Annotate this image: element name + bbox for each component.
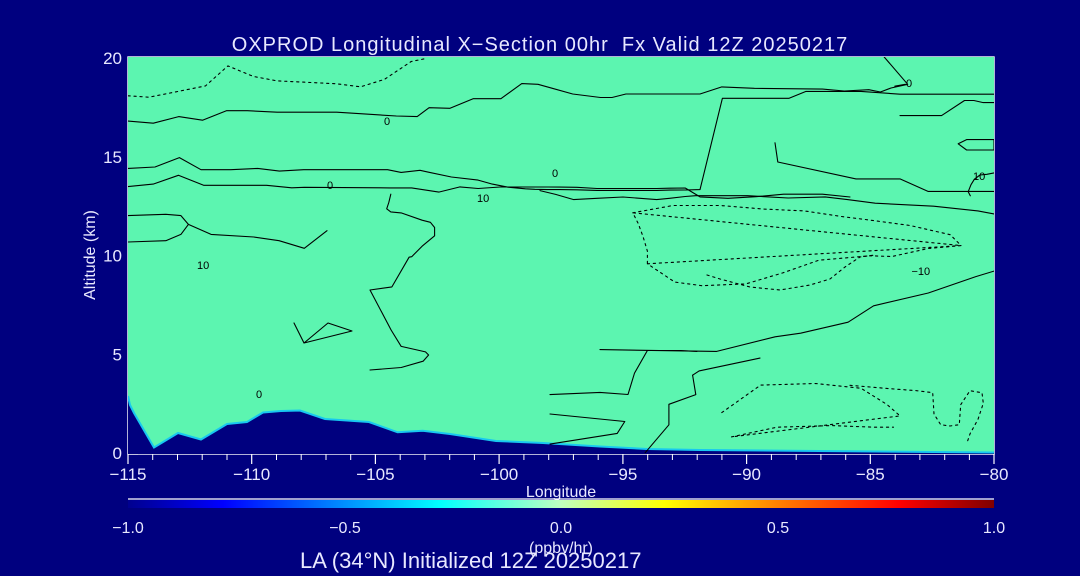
svg-text:1.0: 1.0 xyxy=(983,520,1005,537)
svg-text:−0.5: −0.5 xyxy=(329,520,361,537)
svg-text:−1.0: −1.0 xyxy=(112,520,144,537)
svg-text:0.0: 0.0 xyxy=(550,520,572,537)
svg-text:0.5: 0.5 xyxy=(767,520,789,537)
svg-text:LA (34°N) Initialized 12Z 2025: LA (34°N) Initialized 12Z 20250217 xyxy=(300,548,641,573)
